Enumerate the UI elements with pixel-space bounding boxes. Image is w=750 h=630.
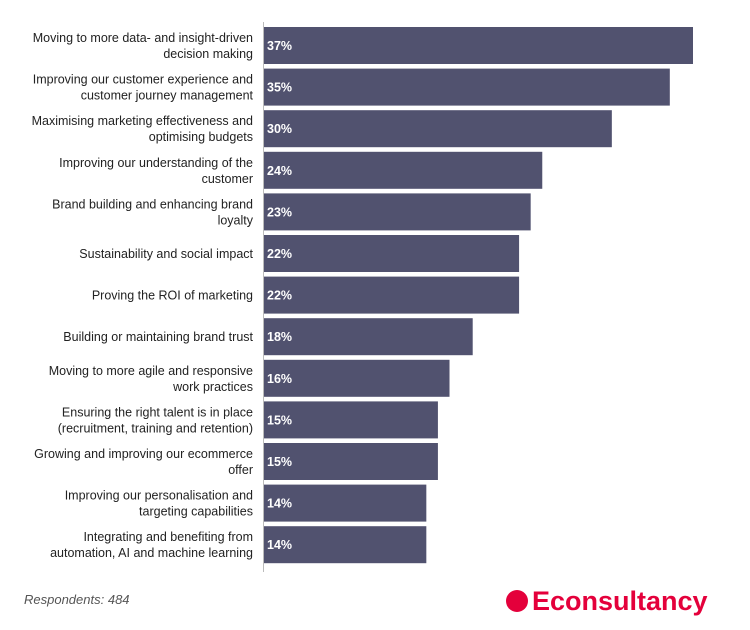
category-label-line: Building or maintaining brand trust (63, 330, 253, 344)
category-label-line: automation, AI and machine learning (50, 546, 253, 560)
category-label-line: Brand building and enhancing brand (52, 197, 253, 211)
bar (264, 193, 531, 231)
category-label-line: Maximising marketing effectiveness and (32, 114, 253, 128)
bar-series: 37% Moving to more data- and insight-driv… (32, 27, 693, 564)
category-label: Integrating and benefiting from automatio… (50, 530, 253, 560)
logo-text: Econsultancy (532, 585, 708, 616)
category-label: Maximising marketing effectiveness and op… (32, 114, 253, 144)
bar-value-label: 22% (267, 247, 292, 261)
category-label-line: Integrating and benefiting from (83, 530, 253, 544)
logo-dot-icon (506, 590, 528, 612)
category-label: Improving our customer experience and cus… (33, 73, 254, 103)
bar-value-label: 16% (267, 372, 292, 386)
bar (264, 484, 427, 522)
bar (264, 27, 693, 64)
category-label-line: Improving our understanding of the (59, 156, 253, 170)
bar-value-label: 35% (267, 81, 292, 95)
category-label-line: decision making (163, 47, 253, 61)
category-label: Brand building and enhancing brand loyalt… (52, 197, 254, 227)
bar (264, 526, 427, 564)
category-label: Sustainability and social impact (79, 247, 253, 261)
bar-chart: 37% Moving to more data- and insight-driv… (32, 22, 693, 572)
bar (264, 110, 612, 148)
category-label-line: Improving our customer experience and (33, 73, 253, 87)
bar-value-label: 14% (267, 497, 292, 511)
category-label-line: Moving to more data- and insight-driven (33, 31, 253, 45)
bar-value-label: 24% (267, 164, 292, 178)
bar-value-label: 23% (267, 205, 292, 219)
category-label-line: work practices (172, 380, 253, 394)
category-label-line: targeting capabilities (139, 505, 253, 519)
category-label-line: Ensuring the right talent is in place (62, 405, 253, 419)
category-label: Growing and improving our ecommerce offer (34, 447, 253, 477)
category-label: Moving to more agile and responsive work … (49, 364, 253, 394)
category-label-line: loyalty (218, 213, 254, 227)
category-label: Moving to more data- and insight-driven d… (33, 31, 253, 61)
bar-value-label: 15% (267, 413, 292, 427)
bar (264, 276, 520, 314)
category-label-line: Growing and improving our ecommerce (34, 447, 253, 461)
bar (264, 401, 438, 439)
category-label-line: (recruitment, training and retention) (58, 421, 253, 435)
category-label: Ensuring the right talent is in place (re… (58, 405, 253, 435)
category-label-line: Proving the ROI of marketing (92, 289, 253, 303)
bar (264, 235, 520, 272)
bar (264, 151, 543, 189)
category-label-line: Improving our personalisation and (65, 489, 253, 503)
econsultancy-logo: Econsultancy (506, 585, 708, 617)
category-label-line: offer (228, 463, 253, 477)
category-label-line: Moving to more agile and responsive (49, 364, 253, 378)
category-label: Proving the ROI of marketing (92, 289, 253, 303)
category-label-line: customer journey management (81, 89, 254, 103)
category-label-line: optimising budgets (149, 130, 253, 144)
bar (264, 318, 473, 356)
bar-value-label: 30% (267, 122, 292, 136)
bar (264, 443, 438, 480)
respondents-note: Respondents: 484 (24, 592, 130, 607)
category-label: Building or maintaining brand trust (63, 330, 253, 344)
category-label: Improving our understanding of the custom… (59, 156, 253, 186)
bar (264, 359, 450, 397)
bar-value-label: 15% (267, 455, 292, 469)
bar-value-label: 37% (267, 39, 292, 53)
bar-value-label: 18% (267, 330, 292, 344)
bar-value-label: 22% (267, 289, 292, 303)
category-label: Improving our personalisation and targeti… (65, 489, 253, 519)
category-label-line: customer (202, 172, 253, 186)
bar (264, 68, 670, 106)
category-label-line: Sustainability and social impact (79, 247, 253, 261)
bar-value-label: 14% (267, 538, 292, 552)
